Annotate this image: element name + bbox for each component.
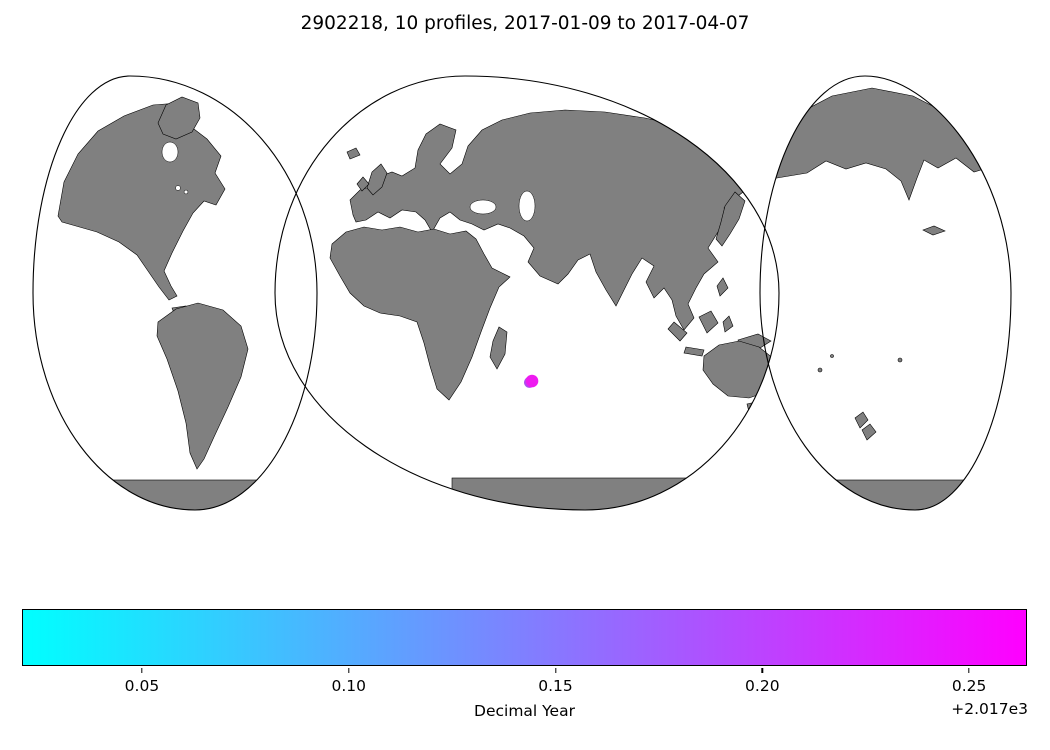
colorbar-tick-label: 0.10: [331, 677, 366, 695]
profile-marker-group: [524, 374, 539, 388]
lobe-outline-pacific: [759, 75, 1012, 511]
colorbar-tick-mark: [554, 668, 557, 673]
great-lake-1: [175, 185, 181, 191]
melanesia-island-2: [830, 354, 834, 358]
colorbar-label: Decimal Year: [474, 702, 575, 720]
ireland: [356, 176, 370, 192]
great-britain: [366, 163, 388, 196]
colorbar-tick-label: 0.25: [951, 677, 987, 695]
hudson-bay: [161, 141, 179, 163]
colorbar-tick-mark: [348, 668, 350, 673]
melanesia-island-3: [897, 357, 903, 363]
new-zealand-south: [861, 423, 877, 441]
borneo: [698, 310, 719, 334]
colorbar-offset-text: +2.017e3: [951, 700, 1028, 718]
japan: [715, 191, 746, 247]
new-zealand-north: [854, 411, 869, 429]
lobe-outline-americas: [32, 75, 318, 511]
world-map: [20, 60, 1030, 550]
world-map-svg: [32, 75, 1012, 511]
lobe-pacific-ocean: [760, 76, 1011, 510]
antarctica-west: [79, 479, 301, 510]
profile-marker: [525, 374, 539, 388]
greenland: [157, 96, 201, 140]
black-sea: [469, 199, 497, 215]
continent-africa: [329, 226, 511, 401]
colorbar-tick-label: 0.20: [745, 677, 780, 695]
colorbar-tick-mark: [968, 668, 970, 673]
melanesia-island-1: [817, 367, 823, 373]
colorbar-tick-mark: [141, 668, 143, 673]
colorbar: [22, 609, 1027, 666]
colorbar-ticks: 0.05 0.10 0.15 0.20 0.25: [22, 668, 1027, 708]
continent-south-america: [156, 302, 249, 470]
continent-north-america: [57, 102, 226, 301]
sumatra: [667, 321, 688, 342]
continent-eurasia: [349, 109, 779, 331]
colorbar-tick-label: 0.15: [538, 677, 573, 695]
antarctica-central: [451, 477, 711, 510]
continents-africa-eurasia: [329, 109, 779, 510]
caspian-sea: [518, 190, 536, 222]
madagascar: [489, 326, 508, 370]
great-lake-2: [183, 189, 189, 195]
pacific-island-chain: [922, 225, 946, 236]
sulawesi: [722, 315, 734, 333]
lobe-outline-africa-eurasia: [274, 75, 780, 511]
iceland: [346, 147, 361, 160]
figure-title: 2902218, 10 profiles, 2017-01-09 to 2017…: [300, 13, 750, 34]
colorbar-tick-label: 0.05: [124, 677, 160, 695]
java: [683, 346, 705, 357]
philippines: [716, 277, 729, 297]
colorbar-tick-mark: [761, 668, 763, 673]
